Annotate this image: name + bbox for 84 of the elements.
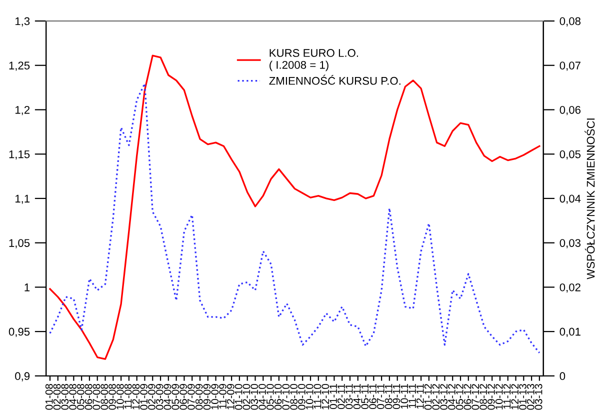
y-tick-label: 1,25: [9, 62, 30, 71]
x-tick-label: 07-12: [472, 384, 480, 410]
x-tick-label: 06-11: [369, 384, 376, 410]
y2-tick-label: 0: [560, 372, 566, 380]
x-tick-label: 05-08: [76, 384, 84, 410]
x-tick-label: 11-11: [408, 384, 416, 408]
y-tick-label: 0,9: [15, 372, 30, 382]
x-tick-label: 08-09: [195, 384, 203, 410]
y2-tick-label: 0,07: [560, 62, 580, 71]
x-tick-label: 08-12: [480, 384, 487, 410]
x-tick-label: 10-08: [116, 384, 124, 410]
x-tick-label: 01-08: [45, 384, 53, 410]
y-tick-label: 0,95: [8, 328, 30, 337]
legend-label: ZMIENNOŚĆ KURSU P.O.: [269, 74, 400, 85]
x-tick-label: 10-10: [306, 384, 314, 410]
x-tick-label: 09-09: [203, 384, 211, 410]
x-tick-label: 11-09: [219, 384, 226, 409]
x-tick-label: 09-11: [392, 384, 400, 410]
x-tick-label: 11-08: [124, 384, 132, 409]
x-tick-label: 04-11: [353, 384, 361, 410]
y-tick-label: 1,3: [15, 17, 30, 26]
x-tick-label: 08-10: [290, 384, 298, 410]
x-tick-label: 04-09: [164, 384, 172, 410]
x-tick-label: 02-11: [338, 384, 345, 410]
y-tick-label: 1: [24, 284, 30, 292]
x-tick-label: 07-08: [92, 384, 100, 410]
x-tick-label: 05-12: [456, 384, 464, 410]
y2-tick-label: 0,02: [560, 283, 580, 293]
y-tick-label: 1,05: [9, 239, 30, 248]
x-tick-label: 09-08: [108, 384, 116, 410]
x-tick-label: 02-12: [432, 384, 440, 410]
x-tick-label: 01-13: [519, 384, 526, 410]
x-tick-label: 02-08: [53, 384, 61, 410]
x-tick-label: 05-09: [172, 384, 180, 410]
y-tick-label: 1,15: [9, 150, 30, 160]
x-tick-label: 04-12: [448, 384, 456, 410]
y2-tick-label: 0,05: [560, 150, 581, 160]
x-tick-label: 08-11: [384, 384, 392, 410]
x-tick-label: 07-10: [282, 384, 290, 410]
x-tick-label: 06-12: [464, 384, 472, 410]
x-tick-label: 09-12: [487, 384, 495, 410]
x-tick-label: 05-11: [361, 384, 369, 410]
x-tick-label: 02-13: [526, 384, 534, 410]
legend-label: KURS EURO L.O. ( I.2008 = 1): [270, 49, 358, 72]
x-tick-label: 04-10: [258, 384, 266, 410]
y2-tick-label: 0,01: [560, 328, 580, 337]
x-tick-label: 05-10: [266, 384, 274, 410]
x-tick-label: 12-09: [226, 384, 234, 410]
x-tick-label: 12-08: [132, 384, 140, 410]
x-tick-label: 10-12: [495, 384, 503, 410]
x-tick-label: 11-10: [314, 384, 322, 409]
y2-tick-label: 0,06: [560, 106, 580, 116]
x-tick-label: 01-12: [424, 384, 432, 410]
x-tick-label: 03-09: [156, 384, 164, 410]
x-tick-label: 04-08: [69, 384, 76, 410]
x-tick-label: 10-11: [400, 384, 408, 409]
x-tick-label: 07-09: [188, 384, 195, 410]
x-tick-label: 03-10: [250, 384, 258, 410]
x-tick-label: 02-09: [148, 384, 156, 410]
x-tick-label: 03-08: [61, 384, 69, 410]
x-tick-label: 10-09: [211, 384, 219, 410]
x-tick-label: 03-12: [440, 384, 448, 410]
x-tick-label: 06-08: [84, 384, 92, 410]
y2-tick-label: 0,08: [560, 17, 581, 26]
x-tick-label: 12-11: [416, 384, 424, 409]
x-tick-label: 03-13: [534, 384, 542, 410]
x-tick-label: 07-11: [376, 384, 384, 410]
x-tick-label: 02-10: [242, 384, 250, 410]
x-tick-label: 06-10: [274, 384, 282, 410]
x-tick-label: 03-11: [345, 384, 353, 410]
y2-tick-label: 0,04: [560, 194, 581, 204]
x-tick-label: 12-10: [322, 384, 330, 410]
x-tick-label: 09-10: [298, 384, 306, 410]
y2-axis-title: WSPÓŁCZYNNIK ZMIENNOŚCI: [584, 118, 595, 280]
x-tick-label: 01-10: [234, 384, 242, 410]
x-tick-label: 11-12: [503, 384, 511, 409]
x-tick-label: 01-09: [140, 384, 148, 410]
x-tick-label: 06-09: [180, 384, 187, 410]
y-tick-label: 1,2: [15, 106, 30, 116]
x-tick-label: 08-08: [100, 384, 108, 410]
x-tick-label: 01-11: [330, 384, 337, 410]
x-tick-label: 12-12: [511, 384, 518, 410]
y2-tick-label: 0,03: [560, 239, 580, 248]
y-tick-label: 1,1: [15, 194, 30, 204]
